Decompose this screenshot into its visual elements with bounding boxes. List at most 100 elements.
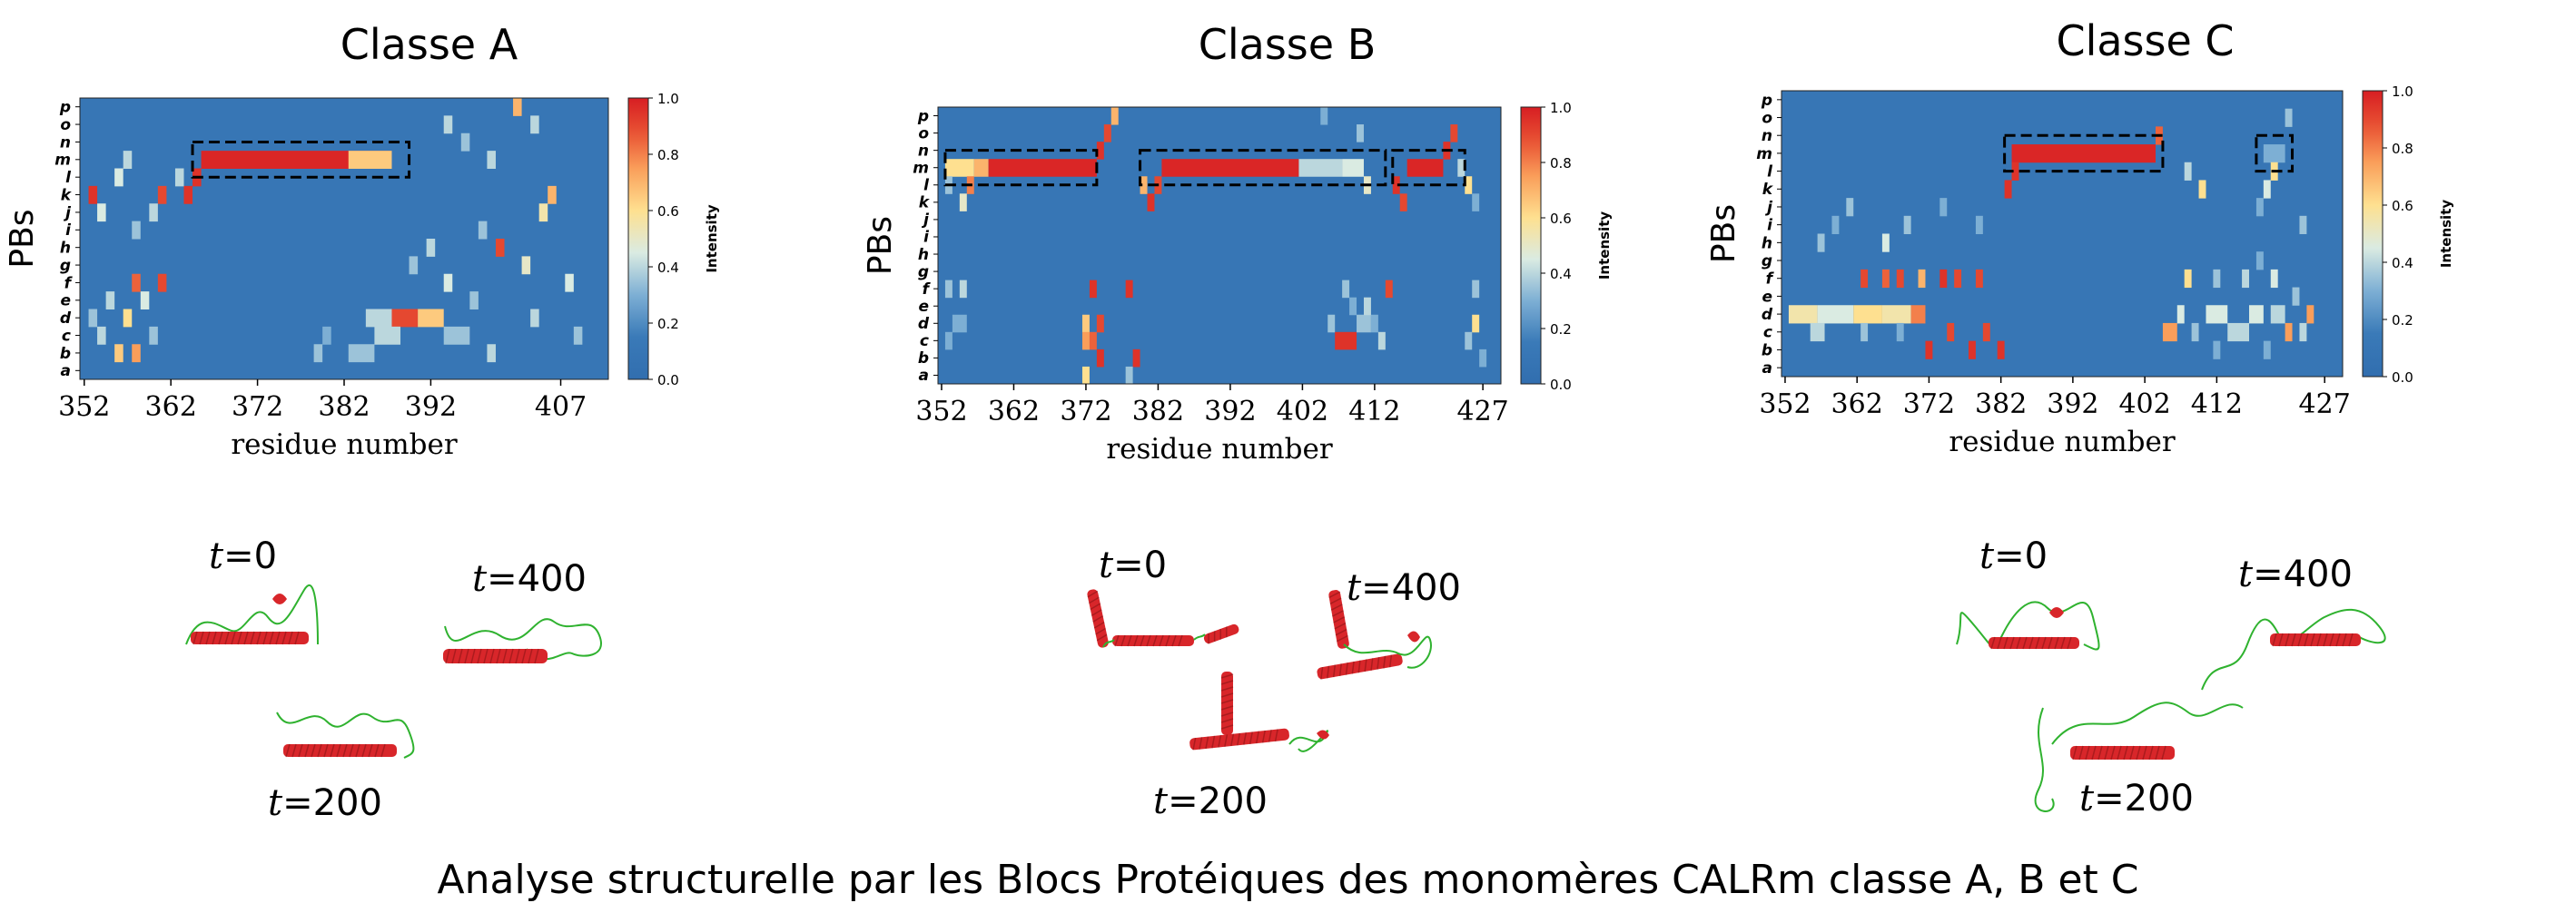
heatmap-cell [2263, 340, 2271, 359]
x-tick-label: 352 [1759, 388, 1811, 420]
colorbar-tick-label: 0.2 [2392, 312, 2413, 329]
heatmap-cell [2263, 144, 2285, 163]
x-axis-label: residue number [231, 428, 458, 461]
heatmap-cell [959, 193, 967, 211]
colorbar-tick-label: 0.2 [657, 316, 679, 332]
heatmap-cell [1925, 340, 1933, 359]
heatmap-cell [1982, 322, 1990, 342]
x-axis-label: residue number [1949, 426, 2176, 458]
heatmap-cell [1357, 314, 1371, 333]
dashed-box-annotation [2255, 133, 2295, 173]
heatmap-cell [2191, 322, 2199, 342]
dashed-box-annotation [1139, 149, 1387, 187]
panel-title: Classe C [2056, 16, 2235, 65]
heatmap-cell [1472, 193, 1480, 211]
y-tick-label: g [1762, 252, 1772, 270]
heatmap-cell [1363, 297, 1371, 316]
y-tick-label: d [60, 309, 72, 328]
y-tick-label: e [60, 292, 71, 310]
heatmap-cell [1125, 280, 1133, 299]
heatmap-cell [1860, 322, 1869, 342]
heatmap-cell [2292, 287, 2300, 306]
heatmap-cell [2249, 305, 2264, 324]
heatmap-cell [2213, 269, 2221, 289]
heatmap-cell [1817, 233, 1825, 252]
structure-c-t200 [2034, 702, 2244, 812]
heatmap-cell [2270, 305, 2285, 324]
y-tick-label: j [921, 211, 930, 230]
panel-title: Classe B [1198, 20, 1377, 69]
heatmap-cell [157, 273, 167, 292]
x-tick-label: 427 [2299, 388, 2351, 420]
heatmap-cell [1810, 322, 1825, 342]
structure-c-t400 [2201, 608, 2386, 691]
heatmap-background [938, 107, 1501, 384]
heatmap-cell [1081, 314, 1090, 333]
heatmap-cell [1997, 340, 2005, 359]
heatmap-cell [418, 309, 444, 328]
x-tick-label: 402 [1277, 396, 1328, 427]
y-tick-label: p [1761, 92, 1772, 110]
heatmap-cell [1096, 314, 1104, 333]
y-tick-label: h [60, 240, 71, 258]
structure-c-t0 [1956, 601, 2100, 651]
heatmap-cell [959, 280, 967, 299]
heatmap-background [80, 98, 608, 379]
heatmap-cell [1472, 280, 1480, 299]
heatmap-cell [1846, 198, 1854, 217]
heatmap-cell [2299, 322, 2307, 342]
panel-classe-b: Classe B p o n m l k j i h g f e d c b a 352 362 372 382 392… [858, 0, 1716, 844]
colorbar-tick-label: 1.0 [657, 91, 679, 107]
colorbar-tick-label: 0.6 [657, 203, 679, 220]
heatmap-cell [1939, 198, 1948, 217]
heatmap-cell [1089, 331, 1097, 350]
y-tick-label: k [1762, 181, 1774, 199]
heatmap-cell [348, 151, 392, 169]
colorbar-tick-label: 0.6 [2392, 198, 2413, 214]
heatmap-cell [1939, 269, 1948, 289]
heatmap-cell [2011, 162, 2019, 181]
heatmap-cell [2184, 269, 2192, 289]
x-tick-label: 412 [2191, 388, 2243, 420]
heatmap-cell [1817, 305, 1854, 324]
heatmap-cell [1406, 159, 1444, 177]
colorbar-tick-label: 0.2 [1550, 321, 1572, 338]
y-tick-label: i [923, 229, 930, 247]
heatmap-cell [132, 221, 141, 240]
heatmap-cell [1947, 322, 1955, 342]
heatmap-cell [1110, 107, 1119, 125]
x-tick-label: 402 [2118, 388, 2170, 420]
y-tick-label: a [1762, 359, 1772, 378]
heatmap-cell [1472, 314, 1480, 333]
structure-b-t200 [1189, 672, 1329, 752]
heatmap-cell [1147, 193, 1155, 211]
heatmap-cell [988, 159, 1097, 177]
colorbar-label: Intensity [704, 204, 720, 273]
heatmap-cell [2299, 215, 2307, 234]
heatmap-cell [1479, 348, 1487, 368]
heatmap-cell [1918, 269, 1926, 289]
heatmap-cell [322, 326, 331, 345]
colorbar [627, 97, 649, 380]
y-tick-label: g [918, 263, 929, 281]
colorbar [1520, 106, 1542, 385]
y-tick-label: i [65, 221, 72, 240]
heatmap-cell [1103, 124, 1111, 142]
heatmap-cell [2213, 340, 2221, 359]
heatmap-cell [1357, 124, 1364, 142]
frame-label-t0: t=0 [209, 535, 278, 577]
x-tick-label: 392 [2047, 388, 2098, 420]
x-tick-label: 382 [1132, 396, 1184, 427]
heatmap-cell [1320, 107, 1328, 125]
heatmap-cell [1327, 314, 1336, 333]
heatmap-cell [201, 151, 392, 169]
heatmap-cell [1969, 340, 1976, 359]
y-axis-label: PBs [1705, 204, 1742, 263]
heatmap-cell [1298, 159, 1343, 177]
heatmap-cell [409, 256, 419, 275]
heatmap-cell [1140, 176, 1148, 194]
y-tick-label: h [918, 246, 929, 264]
heatmap-cell [1881, 305, 1911, 324]
heatmap-cell [1392, 176, 1400, 194]
